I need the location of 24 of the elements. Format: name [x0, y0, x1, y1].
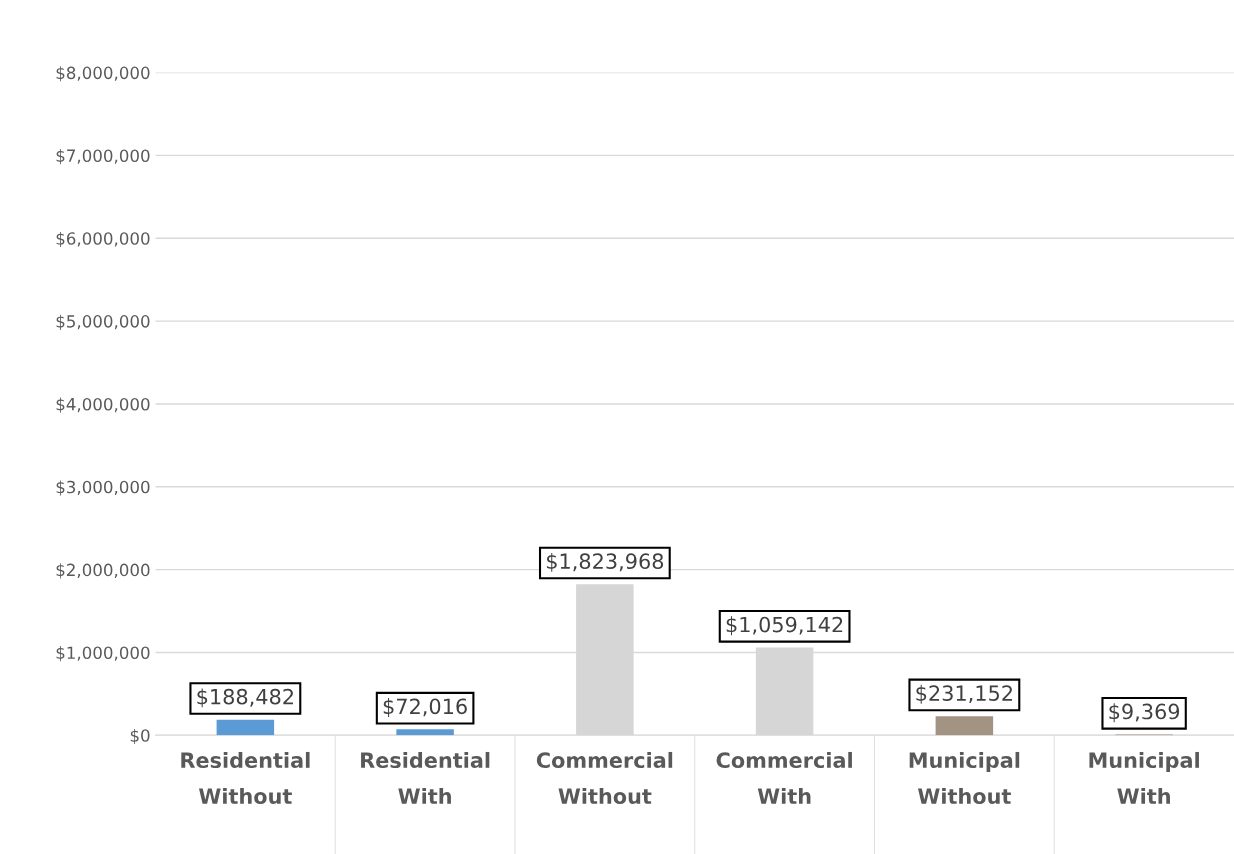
data-label: $1,823,968: [546, 552, 664, 572]
y-tick-label: $7,000,000: [56, 149, 150, 165]
data-label: $9,369: [1109, 703, 1180, 723]
y-tick-label: $3,000,000: [56, 480, 150, 496]
y-tick-label: $1,000,000: [56, 646, 150, 662]
y-tick-label: $5,000,000: [56, 314, 150, 330]
data-label: $231,152: [916, 684, 1012, 704]
y-tick-label: $4,000,000: [56, 397, 150, 413]
data-label: $188,482: [197, 688, 293, 708]
x-tick-label: Commercial Without: [536, 751, 673, 805]
bar: [935, 716, 994, 736]
data-label: $1,059,142: [726, 616, 843, 636]
y-tick-label: $0: [130, 728, 150, 745]
x-tick-label: Commercial With: [716, 751, 852, 804]
y-tick-label: $2,000,000: [56, 563, 150, 579]
x-tick-label: Residential With: [361, 751, 490, 804]
y-tick-label: $6,000,000: [56, 231, 150, 248]
x-tick-label: Residential Without: [181, 751, 310, 805]
data-label: $72,016: [383, 698, 467, 717]
bar: [396, 729, 454, 736]
y-tick-label: $8,000,000: [56, 66, 150, 82]
x-tick-label: Municipal Without: [909, 751, 1020, 805]
bar: [216, 719, 275, 736]
x-tick-label: Municipal With: [1089, 751, 1199, 804]
